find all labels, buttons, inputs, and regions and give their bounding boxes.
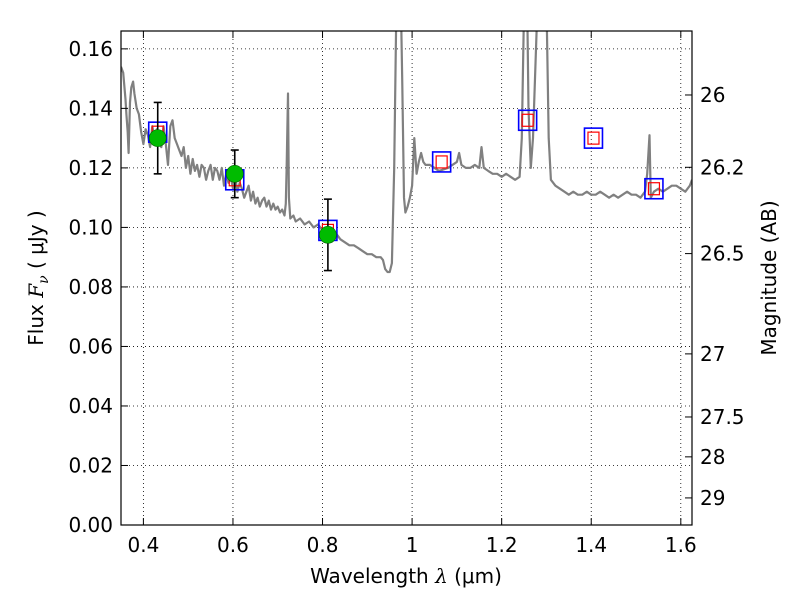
- model-point-box: [583, 127, 604, 149]
- y-axis-label: Flux Fν ( μJy ): [24, 210, 52, 345]
- y-tick-label: 0.04: [68, 394, 113, 418]
- sed-line: [121, 31, 692, 274]
- x-tick-label: 1.2: [486, 533, 518, 557]
- plot-frame: [120, 30, 693, 526]
- y2-tick-label: 26.2: [700, 155, 745, 179]
- x-tick-label: 0.6: [217, 533, 249, 557]
- y2-tick-label: 27.5: [700, 405, 745, 429]
- y-tick-label: 0.12: [68, 156, 113, 180]
- y2-tick-label: 28: [700, 445, 725, 469]
- model-point-inner: [587, 131, 600, 145]
- model-point-inner: [435, 155, 448, 169]
- y2-tick-label: 27: [700, 342, 725, 366]
- y-tick-label: 0.10: [68, 215, 113, 239]
- y2-tick-label: 26: [700, 83, 725, 107]
- x-tick-label: 1.6: [665, 533, 697, 557]
- y-axis: 0.00 0.02 0.04 0.06 0.08 0.10 0.12 0.14 0.16: [68, 37, 128, 537]
- x-tick-label: 0.8: [307, 533, 339, 557]
- y-tick-label: 0.06: [68, 334, 113, 358]
- observed-points: [148, 101, 337, 272]
- x-axis-label: Wavelength λ (μm): [310, 564, 502, 588]
- model-point-box: [644, 177, 664, 200]
- model-point-inner: [521, 113, 534, 127]
- model-point-box: [431, 151, 452, 173]
- y2-axis: 26 26.2 26.5 27 27.5 28 29: [685, 83, 745, 510]
- y-tick-label: 0.02: [68, 453, 113, 477]
- x-tick-label: 0.4: [127, 533, 159, 557]
- x-tick-label: 1.4: [575, 533, 607, 557]
- x-tick-label: 1: [406, 533, 419, 557]
- y2-tick-label: 29: [700, 486, 725, 510]
- observed-point: [225, 165, 244, 183]
- y2-tick-label: 26.5: [700, 242, 745, 266]
- y2-axis-label: Magnitude (AB): [757, 200, 781, 355]
- y-tick-label: 0.14: [68, 96, 113, 120]
- y-tick-label: 0.00: [68, 513, 113, 537]
- observed-point: [148, 129, 167, 147]
- y-tick-label: 0.08: [68, 275, 113, 299]
- y-tick-label: 0.16: [68, 37, 113, 61]
- x-axis: 0.4 0.6 0.8 1 1.2 1.4 1.6: [127, 31, 697, 557]
- model-point-box: [517, 109, 538, 132]
- model-point-inner: [647, 182, 661, 196]
- observed-point: [319, 226, 337, 244]
- plot-area: [121, 31, 692, 525]
